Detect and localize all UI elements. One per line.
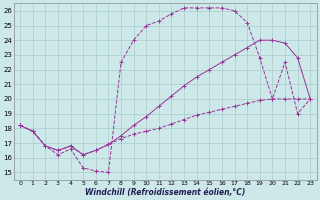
- X-axis label: Windchill (Refroidissement éolien,°C): Windchill (Refroidissement éolien,°C): [85, 188, 245, 197]
